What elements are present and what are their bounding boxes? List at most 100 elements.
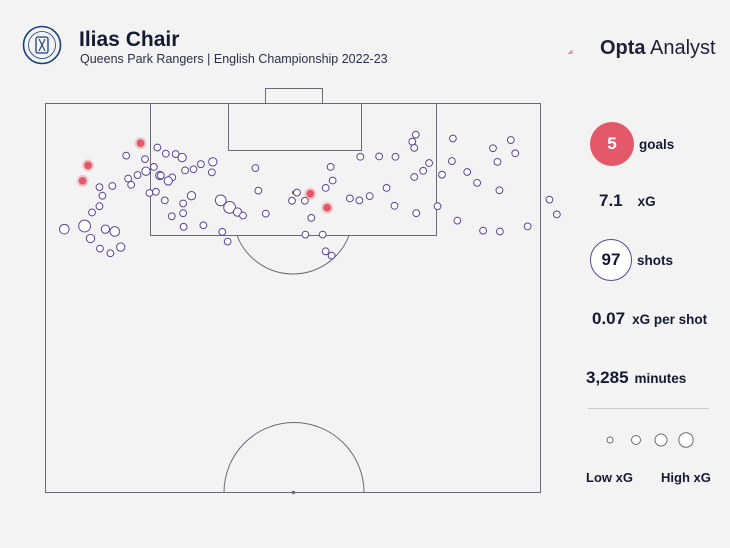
xg-per-shot-label: xG per shot [632, 311, 708, 327]
shot-marker [479, 226, 487, 235]
shot-marker [300, 196, 309, 205]
minutes-value: 3,285 [586, 368, 629, 387]
shot-marker [59, 223, 70, 235]
shot-marker [85, 233, 96, 244]
shot-marker [151, 187, 160, 196]
shot-marker [419, 166, 428, 175]
shot-marker [433, 202, 442, 211]
shot-marker [453, 216, 462, 225]
shot-marker [100, 224, 111, 234]
shot-marker [78, 219, 91, 233]
shot-marker [327, 251, 336, 260]
shot-marker [390, 201, 399, 210]
shot-marker [88, 208, 96, 217]
shot-marker [301, 230, 310, 239]
shot-marker [411, 130, 420, 139]
penalty-arc [236, 235, 350, 275]
center-spot [291, 490, 296, 495]
shot-marker [181, 166, 189, 175]
shot-marker [506, 136, 515, 144]
opta-analyst-logo [568, 50, 574, 55]
shot-marker [318, 230, 327, 239]
shot-marker [375, 152, 384, 161]
xg-label: xG [637, 193, 656, 209]
shot-marker [109, 226, 121, 237]
shot-marker [391, 152, 400, 161]
shot-marker [511, 149, 520, 158]
shots-value: 97 [590, 239, 632, 281]
team-competition-subtitle: Queens Park Rangers | English Championsh… [80, 52, 388, 66]
shot-marker [218, 227, 227, 236]
shot-marker [189, 165, 198, 174]
shot-marker [133, 171, 142, 179]
shot-marker [98, 191, 107, 200]
shot-marker [179, 199, 188, 208]
shot-marker [355, 196, 364, 205]
shot-marker [254, 186, 263, 195]
shot-marker [145, 189, 154, 197]
shot-marker [141, 155, 149, 164]
legend-size-1 [606, 436, 614, 444]
goals-label: goals [639, 136, 675, 152]
shot-marker [321, 247, 330, 256]
shot-marker [261, 209, 270, 218]
shot-marker [95, 202, 104, 211]
shot-marker [496, 227, 504, 236]
brand-name: Opta Analyst [600, 37, 716, 59]
shot-marker [293, 188, 301, 197]
six-yard-box [228, 103, 362, 151]
shot-marker [127, 180, 136, 189]
goal-marker [323, 203, 332, 212]
shot-marker [288, 196, 296, 205]
shot-marker [493, 157, 502, 166]
shot-marker [495, 186, 504, 195]
shot-marker [365, 192, 374, 200]
xg-per-shot-stat: 0.07 xG per shot [592, 309, 707, 329]
shot-marker [552, 210, 561, 219]
center-circle [223, 422, 365, 493]
shot-marker [545, 195, 554, 204]
shot-marker [167, 212, 176, 221]
shot-marker [239, 211, 247, 220]
xg-stat: 7.1 xG [599, 191, 656, 211]
shot-marker [410, 173, 419, 181]
shot-marker [160, 196, 169, 205]
pitch-markings [45, 88, 541, 495]
legend-size-3 [654, 433, 668, 447]
player-name-title: Ilias Chair [79, 28, 180, 51]
minutes-label: minutes [634, 370, 687, 386]
shot-marker [179, 222, 188, 231]
qpr-crest-logo [22, 25, 62, 65]
shot-marker [197, 160, 205, 169]
shots-label: shots [637, 252, 674, 268]
shot-marker [321, 184, 330, 192]
shot-marker [95, 183, 104, 192]
shot-marker [199, 221, 208, 230]
shot-marker [214, 194, 227, 207]
shot-marker [223, 200, 237, 214]
shot-marker [408, 137, 417, 146]
shot-marker [356, 152, 365, 161]
shot-marker [177, 152, 187, 163]
shot-marker [326, 163, 335, 171]
shot-marker [116, 242, 126, 252]
minutes-stat: 3,285 minutes [586, 368, 686, 388]
shot-marker [346, 194, 354, 203]
xg-value: 7.1 [599, 191, 623, 210]
legend-size-4 [678, 432, 694, 448]
goal-marker [84, 161, 92, 170]
legend-low-label: Low xG [586, 470, 633, 485]
shot-marker [251, 164, 260, 172]
shot-marker [425, 159, 434, 167]
shot-marker [438, 170, 446, 179]
goals-stat: 5 goals [590, 122, 674, 166]
shot-marker [156, 171, 165, 180]
shots-layer [59, 130, 561, 260]
shot-marker [96, 244, 104, 253]
shot-marker [489, 144, 497, 153]
pitch-outline [45, 103, 541, 493]
shot-marker [122, 151, 131, 160]
shot-marker [412, 209, 421, 218]
legend-high-label: High xG [661, 470, 711, 485]
